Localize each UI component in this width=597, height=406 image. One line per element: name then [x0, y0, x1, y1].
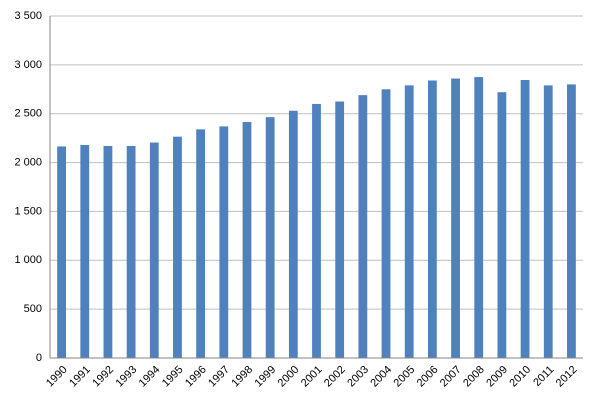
bar — [288, 110, 298, 358]
bar — [196, 129, 206, 358]
x-tick-label: 1998 — [229, 364, 255, 390]
x-tick-label: 2007 — [438, 364, 464, 390]
x-tick-label: 1993 — [113, 364, 139, 390]
bar — [103, 145, 113, 358]
y-tick-label: 3 500 — [14, 10, 42, 22]
x-tick-label: 2010 — [507, 364, 533, 390]
y-tick-label: 500 — [24, 303, 42, 315]
bar — [427, 80, 437, 359]
bar — [520, 80, 530, 358]
bar — [358, 95, 368, 359]
bar — [312, 103, 321, 358]
y-tick-label: 1 000 — [14, 254, 42, 266]
bar — [173, 136, 182, 358]
bar — [543, 85, 553, 359]
y-tick-label: 0 — [36, 352, 42, 364]
bar — [497, 92, 507, 359]
bar — [57, 146, 66, 358]
bar — [567, 84, 576, 359]
x-tick-label: 2009 — [484, 364, 510, 390]
x-tick-label: 1991 — [67, 364, 93, 390]
x-tick-label: 1995 — [160, 364, 186, 390]
x-tick-label: 1996 — [183, 364, 209, 390]
bar — [451, 78, 460, 358]
bar — [474, 77, 484, 359]
bar — [126, 145, 136, 358]
y-tick-label: 2 000 — [14, 156, 42, 168]
x-tick-label: 2003 — [345, 364, 371, 390]
x-tick-label: 1999 — [253, 364, 279, 390]
x-tick-label: 2002 — [322, 364, 348, 390]
x-tick-label: 2012 — [554, 364, 580, 390]
x-tick-label: 1990 — [44, 364, 70, 390]
y-tick-label: 2 500 — [14, 108, 42, 120]
bar — [335, 101, 345, 358]
x-tick-label: 2008 — [461, 364, 487, 390]
x-tick-label: 1994 — [137, 364, 163, 390]
x-tick-label: 2005 — [392, 364, 418, 390]
x-tick-label: 1997 — [206, 364, 232, 390]
y-tick-label: 3 000 — [14, 59, 42, 71]
x-tick-label: 2004 — [368, 364, 394, 390]
bar — [242, 122, 252, 359]
bar — [149, 142, 159, 358]
x-tick-label: 2001 — [299, 364, 325, 390]
x-tick-label: 1992 — [90, 364, 116, 390]
bar — [80, 144, 90, 358]
bar — [265, 117, 275, 359]
x-tick-label: 2011 — [531, 364, 556, 389]
x-tick-label: 2006 — [415, 364, 441, 390]
bar — [219, 126, 229, 358]
x-tick-label: 2000 — [276, 364, 302, 390]
y-tick-label: 1 500 — [14, 205, 42, 217]
bar — [404, 85, 414, 359]
bar — [381, 89, 391, 359]
